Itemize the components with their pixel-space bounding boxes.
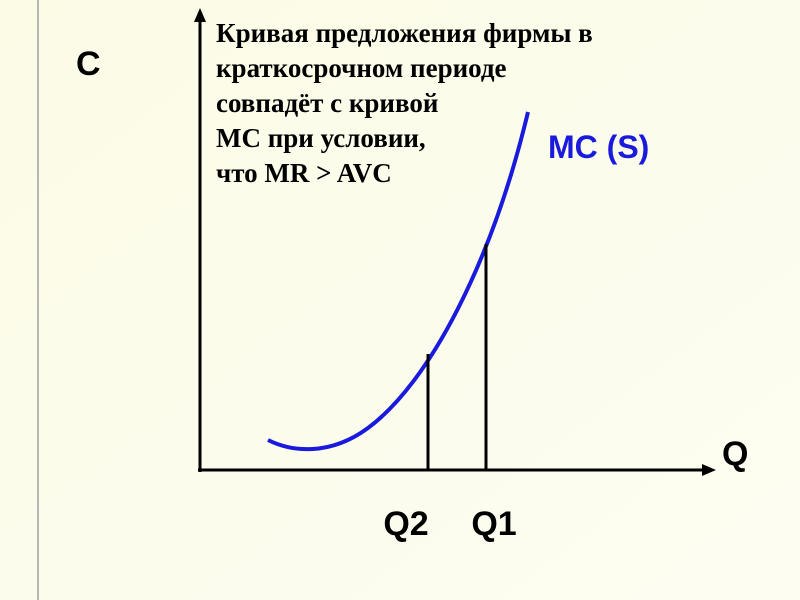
y-axis-arrow [194,8,206,22]
caption-line: что MR > AVC [216,158,392,188]
caption: Кривая предложения фирмы в краткосрочном … [216,18,593,188]
caption-line: совпадёт с кривой [216,88,438,118]
x-axis-arrow [702,464,716,476]
q-marker-label: Q2 [383,505,428,543]
x-axis-label: Q [722,435,748,473]
caption-line: Кривая предложения фирмы в [216,18,593,48]
mc-curve [267,111,530,452]
caption-line: МС при условии, [216,123,426,153]
caption-line: краткосрочном периоде [216,53,507,83]
curve-label: MC (S) [548,129,649,165]
q-marker-label: Q1 [471,505,516,543]
y-axis-label: C [76,45,101,83]
